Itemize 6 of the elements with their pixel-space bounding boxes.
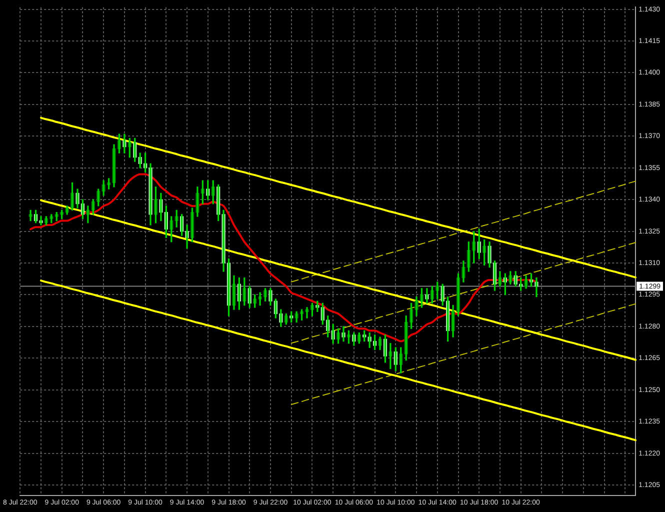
line-series [40, 280, 637, 442]
line-series [40, 116, 637, 278]
line-series [290, 303, 636, 405]
line-series [30, 173, 538, 342]
line-series [290, 242, 636, 344]
line-series [290, 180, 636, 282]
